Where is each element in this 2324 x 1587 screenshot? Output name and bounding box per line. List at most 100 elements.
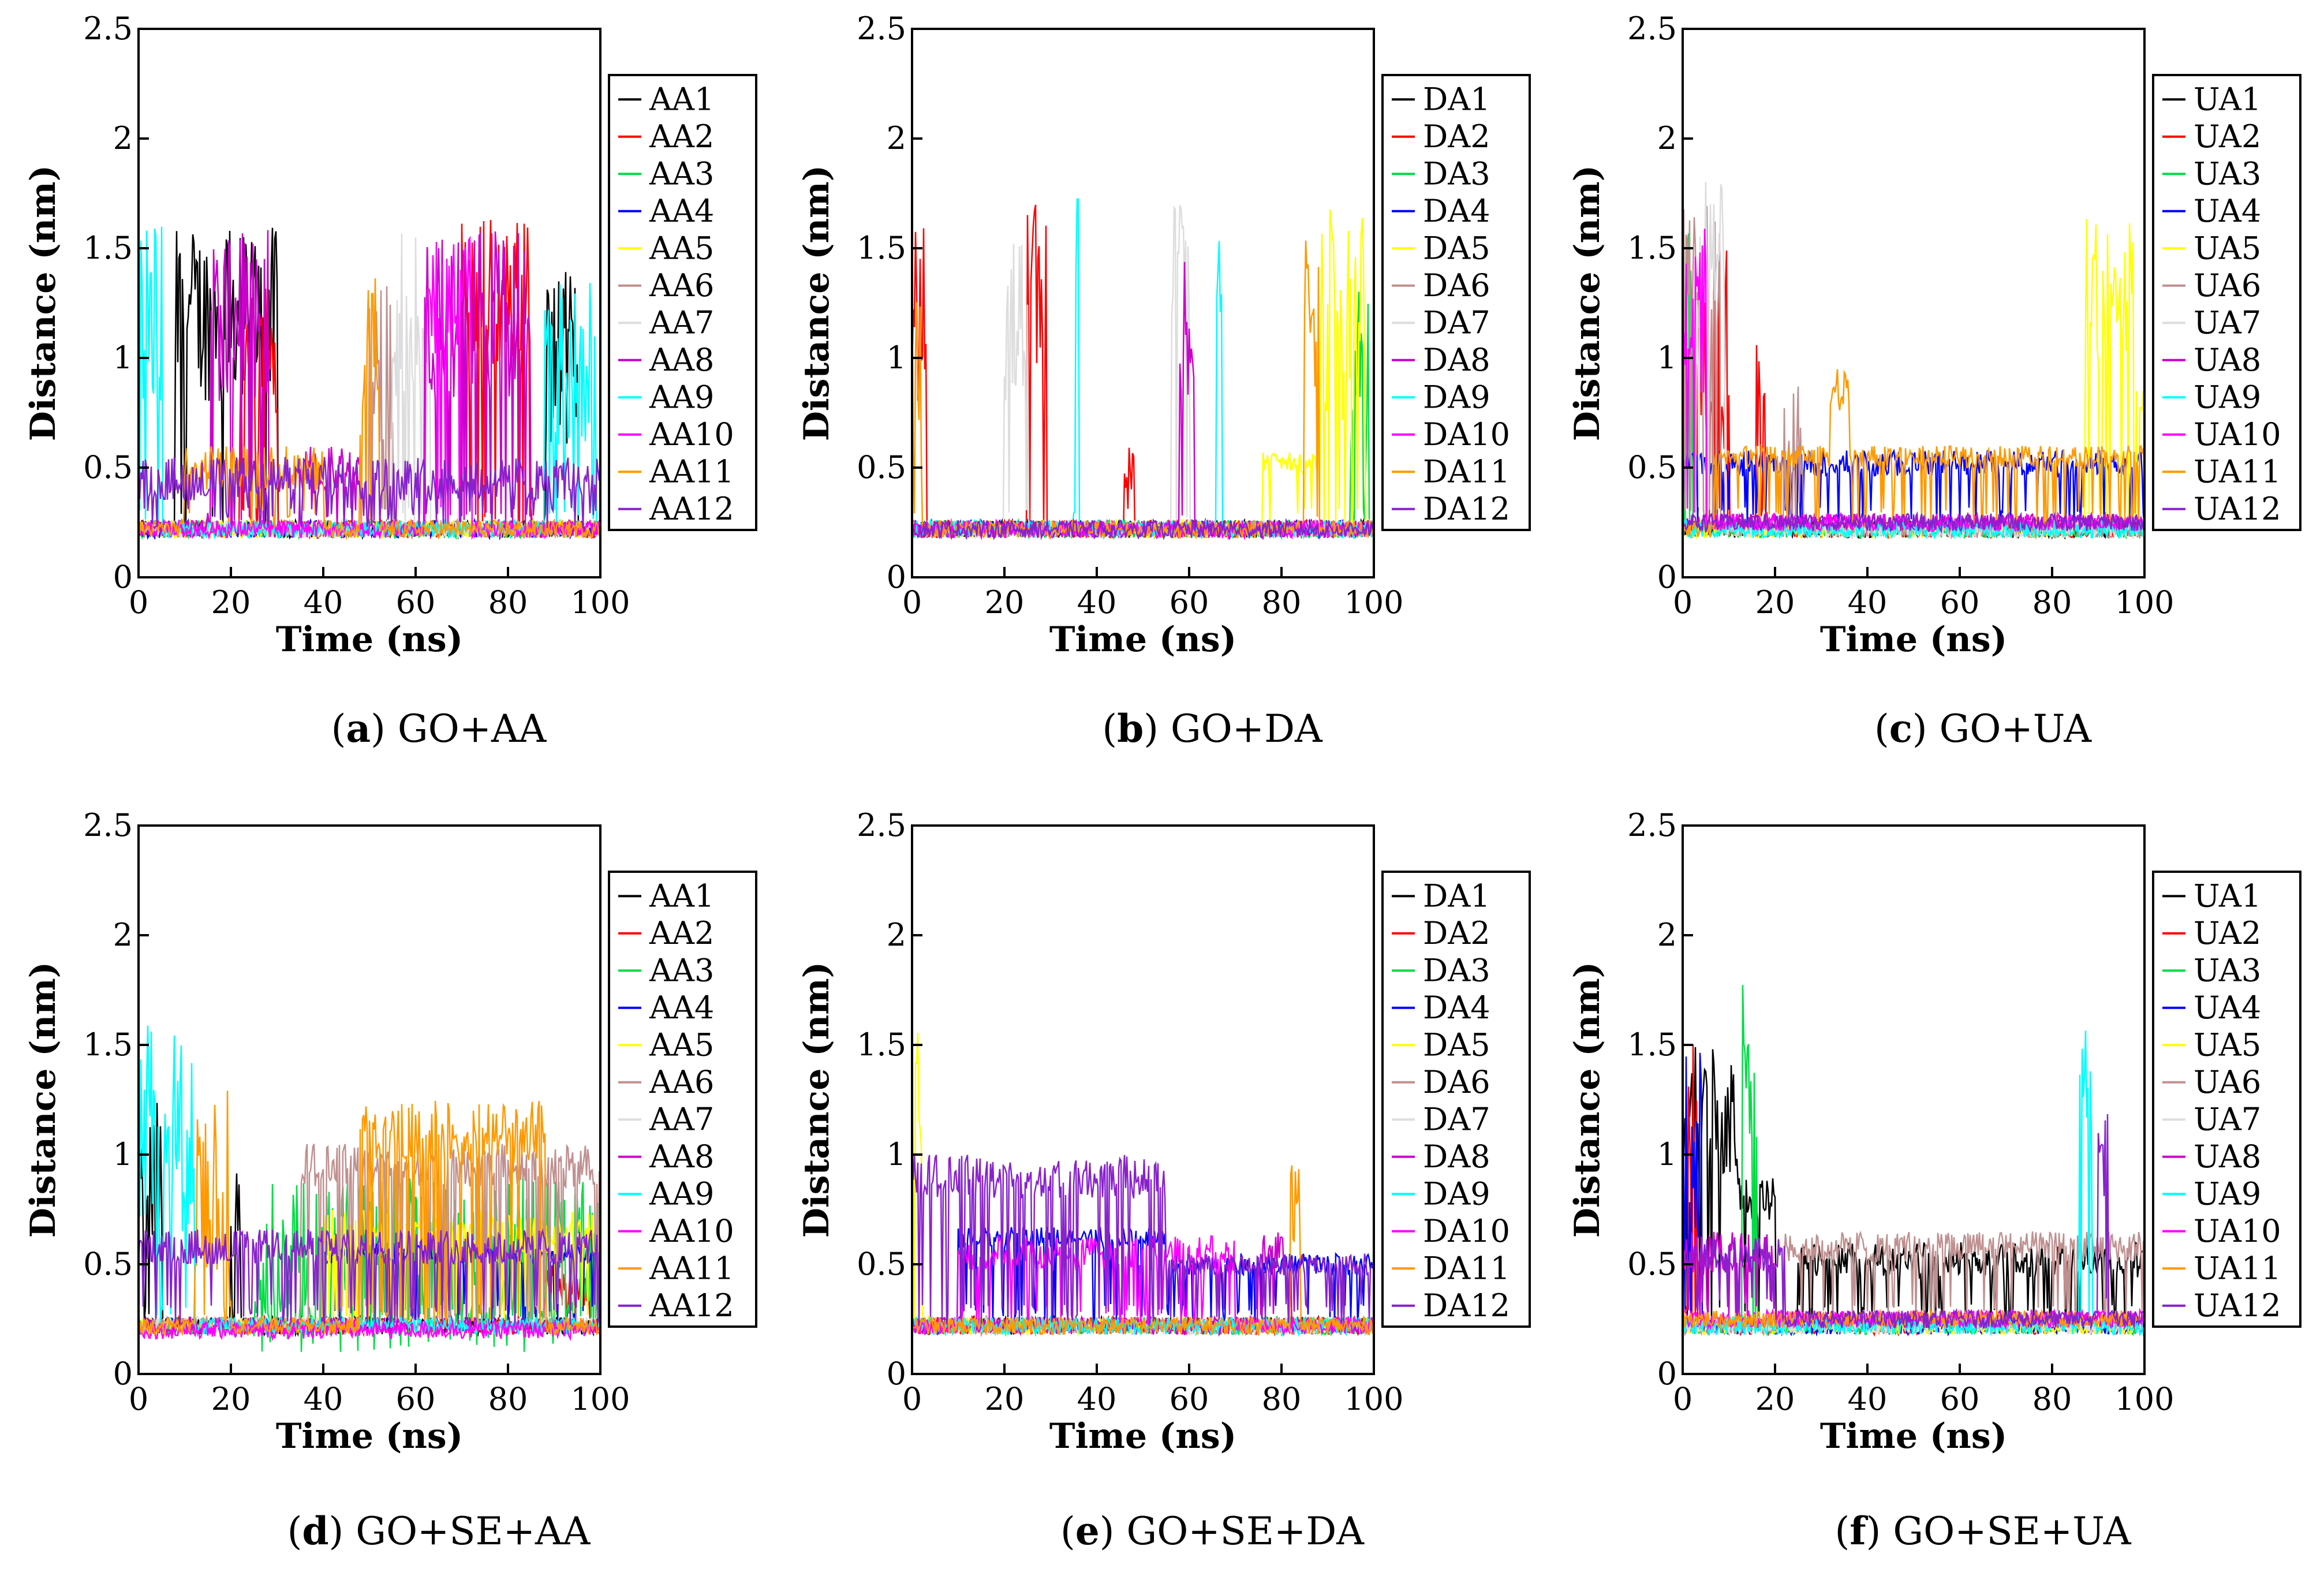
x-tick-label: 40: [304, 584, 343, 621]
legend-entry: DA10: [1423, 1213, 1510, 1249]
y-tick-label: 2.5: [857, 10, 906, 47]
legend-entry: DA10: [1423, 416, 1510, 453]
legend-entry: DA12: [1423, 1287, 1510, 1324]
y-tick-label: 0.5: [83, 449, 133, 486]
x-tick-label: 20: [211, 1381, 251, 1417]
legend-entry: DA1: [1423, 877, 1490, 914]
x-tick-label: 80: [488, 584, 528, 621]
y-tick-label: 2.5: [1627, 10, 1677, 47]
y-tick-label: 0: [113, 559, 133, 595]
x-tick-label: 60: [396, 1381, 436, 1417]
legend-entry: UA5: [2194, 230, 2261, 266]
legend-entry: UA10: [2194, 1213, 2281, 1249]
x-tick-label: 80: [488, 1381, 528, 1417]
y-tick-label: 0: [887, 559, 906, 595]
legend-entry: AA9: [649, 379, 714, 415]
legend-entry: DA3: [1423, 952, 1490, 988]
legend-entry: AA11: [649, 453, 734, 490]
x-axis-label: Time (ns): [1820, 1416, 2007, 1457]
legend-entry: AA3: [649, 155, 714, 192]
y-axis-label: Distance (nm): [23, 962, 63, 1238]
y-tick-label: 2.5: [83, 807, 133, 843]
y-axis-label: Distance (nm): [23, 165, 63, 441]
y-tick-label: 1.5: [83, 1026, 133, 1063]
chart-panel-b: 0 0.5 1 1.5 2 2.5 0 20 40 60 80 100 Time (ns) Distanc…: [797, 10, 1531, 751]
x-tick-label: 80: [2032, 584, 2072, 621]
x-tick-label: 20: [1755, 584, 1795, 621]
legend-entry: AA5: [649, 230, 714, 266]
y-axis-label: Distance (nm): [797, 165, 837, 441]
y-tick-label: 0.5: [1627, 1246, 1677, 1282]
plot-frame: [1682, 824, 2146, 1375]
y-tick-label: 2: [1657, 917, 1677, 953]
legend-entry: AA12: [649, 491, 734, 527]
legend-entry: AA6: [649, 267, 714, 304]
legend-entry: DA11: [1423, 453, 1510, 490]
legend-entry: AA11: [649, 1250, 734, 1286]
x-tick-label: 20: [1755, 1381, 1795, 1417]
legend-entry: UA3: [2194, 155, 2261, 192]
series-line-da12: [912, 518, 1374, 540]
y-tick-label: 1: [1657, 1136, 1677, 1172]
y-tick-label: 0.5: [1627, 449, 1677, 486]
series-group: [1683, 985, 2144, 1337]
plot-frame: [911, 28, 1375, 578]
legend-entry: UA2: [2194, 118, 2261, 155]
y-tick-label: 2: [113, 917, 133, 953]
x-tick-label: 0: [1673, 584, 1692, 621]
y-tick-label: 0: [887, 1356, 906, 1392]
legend-box: [1381, 871, 1531, 1328]
plot-frame: [137, 28, 601, 578]
legend-entry: AA8: [649, 342, 714, 378]
legend-box: [608, 74, 757, 531]
y-tick-label: 1: [113, 339, 133, 376]
y-tick-label: 0: [1657, 559, 1677, 595]
legend-entry: UA8: [2194, 1138, 2261, 1175]
panel-caption: (d) GO+SE+AA: [287, 1508, 591, 1554]
legend-entry: DA6: [1423, 267, 1490, 304]
legend-entry: AA7: [649, 1101, 714, 1137]
legend-entry: DA2: [1423, 915, 1490, 951]
y-tick-label: 0.5: [857, 449, 906, 486]
legend-entry: UA1: [2194, 877, 2261, 914]
x-tick-label: 100: [2114, 1381, 2174, 1417]
x-tick-label: 20: [985, 584, 1025, 621]
legend-entry: DA4: [1423, 193, 1490, 229]
x-tick-label: 0: [902, 1381, 922, 1417]
series-line-ua12: [1683, 1114, 2144, 1329]
y-tick-label: 1: [887, 339, 906, 376]
legend-entry: UA11: [2194, 453, 2281, 490]
series-group: [139, 1025, 600, 1352]
series-line-da11: [912, 1165, 1374, 1336]
legend-entry: DA9: [1423, 379, 1490, 415]
legend-entry: UA7: [2194, 304, 2261, 341]
x-tick-label: 100: [2114, 584, 2174, 621]
legend-box: [608, 871, 757, 1328]
legend-entry: AA1: [649, 81, 714, 117]
chart-panel-a: 0 0.5 1 1.5 2 2.5 0 20 40 60 80 100 Time (ns) Distanc…: [23, 10, 757, 751]
series-line-aa10: [139, 236, 600, 540]
panel-caption: (f) GO+SE+UA: [1835, 1508, 2132, 1554]
legend-entry: UA4: [2194, 193, 2261, 229]
legend-entry: AA7: [649, 304, 714, 341]
y-tick-label: 2.5: [857, 807, 906, 843]
legend-entry: UA6: [2194, 267, 2261, 304]
plot-frame: [137, 824, 601, 1375]
y-tick-label: 1: [113, 1136, 133, 1172]
x-tick-label: 0: [129, 584, 148, 621]
x-tick-label: 100: [1344, 1381, 1403, 1417]
legend-entry: UA3: [2194, 952, 2261, 988]
x-tick-label: 60: [1170, 584, 1209, 621]
legend-entry: UA9: [2194, 379, 2261, 415]
x-axis-label: Time (ns): [1049, 1416, 1236, 1457]
legend-entry: DA8: [1423, 342, 1490, 378]
legend-box: [2152, 871, 2301, 1328]
legend-box: [2152, 74, 2301, 531]
y-tick-label: 2.5: [1627, 807, 1677, 843]
panel-caption: (b) GO+DA: [1102, 706, 1323, 751]
